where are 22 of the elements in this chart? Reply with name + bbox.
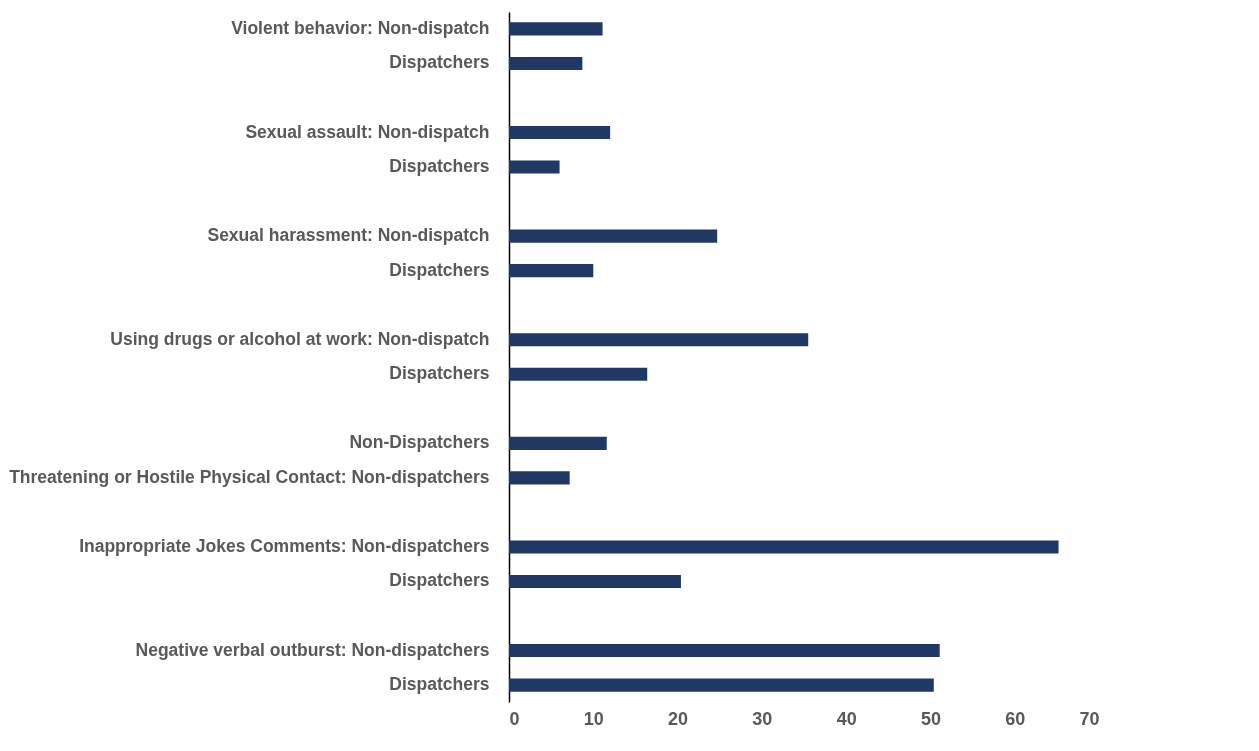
y-tick-label: Dispatchers xyxy=(389,259,490,280)
x-tick-label: 20 xyxy=(668,708,689,729)
x-tick-label: 40 xyxy=(836,708,857,729)
y-tick-label: Dispatchers xyxy=(389,570,490,591)
x-tick-label: 0 xyxy=(509,708,520,729)
y-tick-label: Threatening or Hostile Physical Contact: Non-dispatchers xyxy=(9,466,490,487)
y-tick-label: Violent behavior: Non-dispatch xyxy=(231,17,490,38)
y-tick-label: Dispatchers xyxy=(389,674,490,695)
x-tick-label: 50 xyxy=(920,708,941,729)
y-tick-label: Sexual harassment: Non-dispatch xyxy=(207,225,490,246)
x-tick-label: 10 xyxy=(583,708,604,729)
y-tick-label: Dispatchers xyxy=(389,363,490,384)
y-tick-label: Negative verbal outburst: Non-dispatchers xyxy=(135,639,490,660)
y-tick-label: Dispatchers xyxy=(389,156,490,177)
x-tick-label: 30 xyxy=(752,708,773,729)
y-tick-label: Non-Dispatchers xyxy=(349,432,490,453)
y-tick-label: Dispatchers xyxy=(389,52,490,73)
x-tick-label: 60 xyxy=(1005,708,1026,729)
y-tick-label: Using drugs or alcohol at work: Non-dispatch xyxy=(110,328,490,349)
y-tick-label: Inappropriate Jokes Comments: Non-dispatchers xyxy=(79,535,490,556)
x-tick-label: 70 xyxy=(1079,708,1100,729)
y-tick-label: Sexual assault: Non-dispatch xyxy=(245,121,490,142)
